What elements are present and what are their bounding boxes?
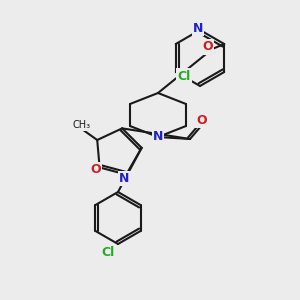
Text: N: N	[193, 22, 203, 34]
Text: N: N	[119, 172, 129, 185]
Text: Cl: Cl	[177, 70, 190, 83]
Text: O: O	[197, 113, 207, 127]
Text: Cl: Cl	[101, 245, 115, 259]
Text: N: N	[153, 130, 163, 143]
Text: O: O	[202, 40, 213, 53]
Text: CH₃: CH₃	[72, 120, 90, 130]
Text: O: O	[90, 163, 101, 176]
